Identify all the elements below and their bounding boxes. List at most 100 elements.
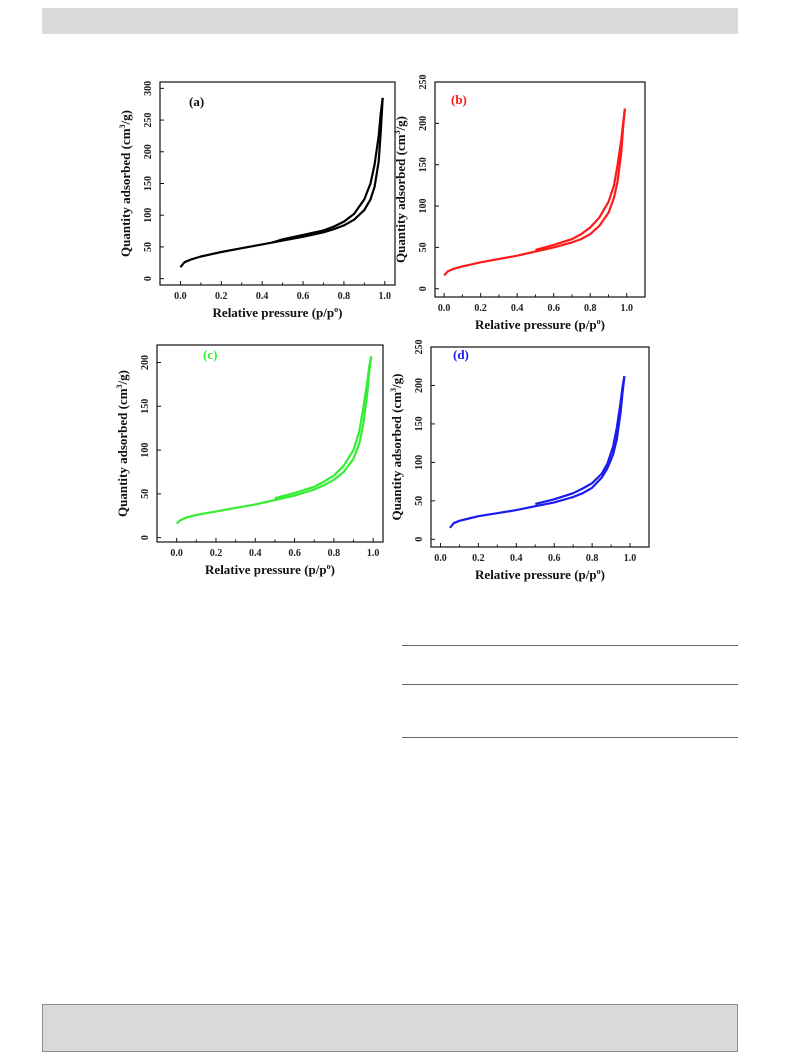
y-axis-label: Quantity adsorbed (cm3/g) (393, 116, 408, 263)
x-axis-label-superscript: o (334, 305, 338, 314)
isotherm-chart-d: 0.0 0.2 0.4 0.6 0.8 1.0 0 50 100 150 200 250 Relativ… (389, 340, 650, 582)
y-tick-label: 100 (143, 208, 154, 223)
x-tick-label: 0.2 (215, 291, 228, 302)
y-tick-label: 50 (140, 489, 151, 499)
y-tick-label: 0 (140, 535, 151, 540)
y-tick-label: 50 (418, 242, 429, 252)
y-tick-label: 150 (414, 416, 425, 431)
x-tick-label: 0.2 (472, 553, 485, 564)
y-axis-label: Quantity adsorbed (cm3/g) (115, 370, 130, 517)
adsorption-branch-line (175, 356, 373, 525)
desorption-branch-line (272, 97, 384, 244)
x-tick-label: 0.4 (256, 291, 269, 302)
y-axis-label-text: Quantity adsorbed (cm (389, 392, 404, 521)
x-tick-label: 0.0 (438, 303, 451, 314)
isotherm-chart-c: 0.0 0.2 0.4 0.6 0.8 1.0 0 50 100 150 200 Relative p… (115, 344, 384, 577)
y-tick-label: 0 (414, 537, 425, 542)
x-axis-label: Relative pressure (p/po) (205, 562, 335, 577)
y-tick-label: 250 (418, 75, 429, 90)
y-axis-label-superscript: 3 (115, 384, 124, 388)
plot-frame (159, 81, 396, 286)
x-tick-label: 0.8 (586, 553, 599, 564)
y-tick-label: 200 (140, 355, 151, 370)
x-tick-label: 1.0 (620, 303, 633, 314)
x-axis-label: Relative pressure (p/po) (213, 305, 343, 320)
y-tick-label: 300 (143, 81, 154, 96)
x-tick-label: 0.8 (584, 303, 597, 314)
y-axis-label-superscript: 3 (389, 388, 398, 392)
y-axis-label-end: /g) (118, 110, 133, 125)
y-tick-label: 0 (418, 286, 429, 291)
y-axis-label-end: /g) (393, 116, 408, 131)
y-axis-label-end: /g) (389, 373, 404, 388)
x-tick-label: 0.4 (510, 553, 522, 564)
bottom-footer-box (42, 1004, 738, 1052)
x-tick-label: 0.0 (434, 553, 447, 564)
x-tick-label: 0.4 (249, 548, 262, 559)
x-axis-label-superscript: o (597, 317, 601, 326)
x-axis-label-superscript: o (597, 567, 601, 576)
x-tick-label: 0.6 (548, 553, 561, 564)
y-tick-label: 150 (140, 399, 151, 414)
y-axis-label-text: Quantity adsorbed (cm (115, 388, 130, 517)
isotherm-chart-a: 0.0 0.2 0.4 0.6 0.8 1.0 0 50 100 150 200 250 300 Rela… (118, 81, 396, 320)
top-header-bar (42, 8, 738, 34)
x-axis-label-end: ) (601, 317, 605, 332)
x-tick-label: 1.0 (379, 291, 392, 302)
y-tick-label: 150 (418, 157, 429, 172)
x-tick-label: 0.2 (210, 548, 223, 559)
adsorption-branch-line (179, 97, 384, 268)
divider-rule-3 (402, 737, 738, 738)
x-axis-label-end: ) (331, 562, 335, 577)
y-axis-label-end: /g) (115, 370, 130, 385)
y-tick-label: 200 (143, 144, 154, 159)
x-axis-label-text: Relative pressure (p/p (205, 562, 327, 577)
panel-label: (d) (453, 347, 469, 362)
plot-frame (434, 81, 646, 298)
adsorption-branch-line (443, 108, 626, 277)
y-tick-label: 200 (414, 378, 425, 393)
y-tick-label: 100 (140, 443, 151, 458)
x-tick-label: 1.0 (624, 553, 637, 564)
y-tick-label: 150 (143, 176, 154, 191)
isotherm-chart-b: 0.0 0.2 0.4 0.6 0.8 1.0 0 50 100 150 200 250 Relativ… (393, 75, 646, 332)
y-tick-label: 100 (418, 199, 429, 214)
panel-label: (a) (189, 94, 204, 109)
y-tick-label: 250 (414, 340, 425, 355)
y-tick-label: 100 (414, 455, 425, 470)
x-axis-label-text: Relative pressure (p/p (475, 567, 597, 582)
y-tick-label: 50 (414, 496, 425, 506)
y-tick-label: 0 (143, 276, 154, 281)
x-axis-label-end: ) (601, 567, 605, 582)
y-axis-label-superscript: 3 (393, 130, 402, 134)
desorption-branch-line (274, 356, 373, 500)
x-axis-label-end: ) (338, 305, 342, 320)
x-tick-label: 0.6 (297, 291, 310, 302)
desorption-branch-line (535, 108, 626, 251)
x-tick-label: 0.8 (328, 548, 341, 559)
x-tick-label: 0.6 (288, 548, 301, 559)
x-tick-label: 0.0 (170, 548, 183, 559)
panel-label: (b) (451, 92, 467, 107)
x-tick-label: 0.4 (511, 303, 524, 314)
x-tick-label: 0.2 (474, 303, 487, 314)
y-axis-label-text: Quantity adsorbed (cm (118, 128, 133, 257)
divider-rule-2 (402, 684, 738, 685)
y-tick-label: 200 (418, 116, 429, 131)
x-axis-label: Relative pressure (p/po) (475, 317, 605, 332)
y-axis-label-text: Quantity adsorbed (cm (393, 134, 408, 263)
y-axis-label: Quantity adsorbed (cm3/g) (389, 373, 404, 520)
x-tick-label: 0.8 (338, 291, 351, 302)
x-tick-label: 1.0 (367, 548, 380, 559)
x-tick-label: 0.0 (174, 291, 187, 302)
y-axis-label-superscript: 3 (118, 124, 127, 128)
y-tick-label: 250 (143, 113, 154, 128)
divider-rule-1 (402, 645, 738, 646)
desorption-branch-line (535, 376, 626, 505)
y-axis-label: Quantity adsorbed (cm3/g) (118, 110, 133, 257)
adsorption-branch-line (449, 376, 626, 529)
panel-label: (c) (203, 347, 217, 362)
x-tick-label: 0.6 (547, 303, 560, 314)
x-axis-label-text: Relative pressure (p/p (475, 317, 597, 332)
y-tick-label: 50 (143, 242, 154, 252)
